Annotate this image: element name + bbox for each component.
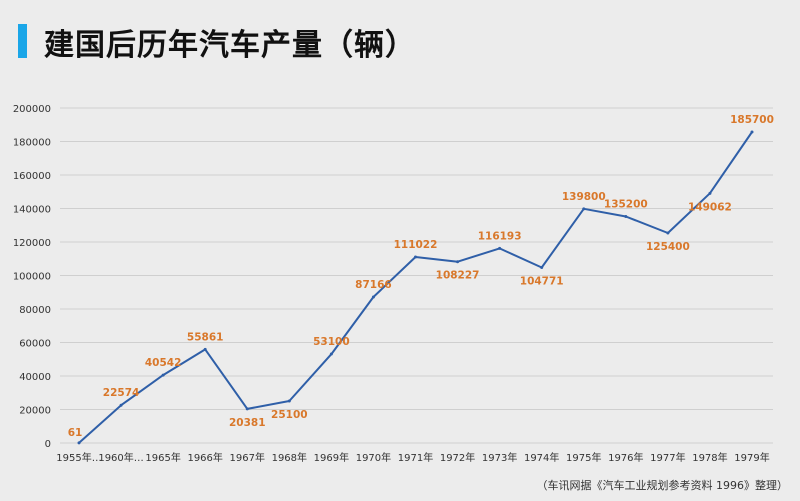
data-point — [414, 255, 417, 259]
x-tick-label: 1968年 — [272, 451, 307, 464]
x-tick-label: 1977年 — [650, 451, 685, 464]
y-tick-label: 200000 — [13, 104, 51, 115]
data-point — [540, 266, 544, 270]
x-tick-label: 1976年 — [608, 451, 643, 464]
data-point — [456, 260, 460, 264]
data-label: 111022 — [394, 239, 438, 251]
x-tick-label: 1960年… — [98, 451, 143, 464]
data-label: 87166 — [355, 279, 392, 291]
source-note: （车讯网据《汽车工业规划参考资料 1996》整理） — [536, 479, 789, 492]
y-tick-label: 140000 — [13, 205, 51, 216]
data-point — [119, 403, 123, 407]
data-point — [498, 246, 502, 250]
y-tick-label: 120000 — [13, 238, 51, 249]
data-label: 40542 — [145, 357, 182, 369]
data-label: 125400 — [646, 241, 690, 253]
data-label: 185700 — [730, 114, 774, 126]
data-point — [77, 441, 81, 445]
data-label: 139800 — [562, 191, 606, 203]
data-point — [708, 191, 712, 195]
y-tick-label: 40000 — [19, 372, 51, 383]
data-label: 149062 — [688, 201, 732, 213]
title-accent-bar — [18, 24, 27, 58]
y-tick-label: 180000 — [13, 138, 51, 149]
data-label: 22574 — [103, 387, 140, 399]
x-tick-label: 1973年 — [482, 451, 517, 464]
x-tick-label: 1971年 — [398, 451, 433, 464]
data-point — [371, 295, 375, 299]
x-tick-label: 1975年 — [566, 451, 601, 464]
data-point — [245, 407, 249, 411]
chart-title: 建国后历年汽车产量（辆） — [44, 28, 416, 63]
data-label: 53100 — [313, 336, 350, 348]
series-line — [78, 131, 753, 444]
data-label: 20381 — [229, 417, 266, 429]
data-label: 104771 — [520, 276, 564, 288]
x-tick-label: 1979年 — [734, 451, 769, 464]
data-label: 108227 — [436, 270, 480, 282]
y-tick-label: 160000 — [13, 171, 51, 182]
data-label: 61 — [68, 427, 83, 439]
data-label: 25100 — [271, 409, 308, 421]
data-point — [329, 352, 333, 356]
data-point — [287, 399, 291, 403]
y-tick-label: 100000 — [13, 272, 51, 283]
x-tick-label: 1967年 — [230, 451, 265, 464]
x-tick-label: 1978年 — [692, 451, 727, 464]
y-tick-label: 0 — [45, 439, 51, 450]
data-point — [161, 373, 165, 377]
data-point — [582, 207, 586, 211]
x-tick-label: 1955年… — [56, 451, 101, 464]
x-tick-label: 1970年 — [356, 451, 391, 464]
data-label: 55861 — [187, 331, 224, 343]
x-tick-label: 1966年 — [187, 451, 222, 464]
x-tick-label: 1965年 — [145, 451, 180, 464]
y-tick-label: 20000 — [19, 406, 51, 417]
x-tick-label: 1972年 — [440, 451, 475, 464]
data-point — [203, 347, 207, 351]
y-tick-label: 60000 — [19, 339, 51, 350]
x-tick-label: 1974年 — [524, 451, 559, 464]
data-label: 135200 — [604, 199, 648, 211]
data-label: 116193 — [478, 230, 522, 242]
x-tick-label: 1969年 — [314, 451, 349, 464]
y-tick-label: 80000 — [19, 305, 51, 316]
data-point — [750, 130, 754, 134]
data-point — [624, 215, 628, 219]
data-point — [666, 231, 670, 235]
